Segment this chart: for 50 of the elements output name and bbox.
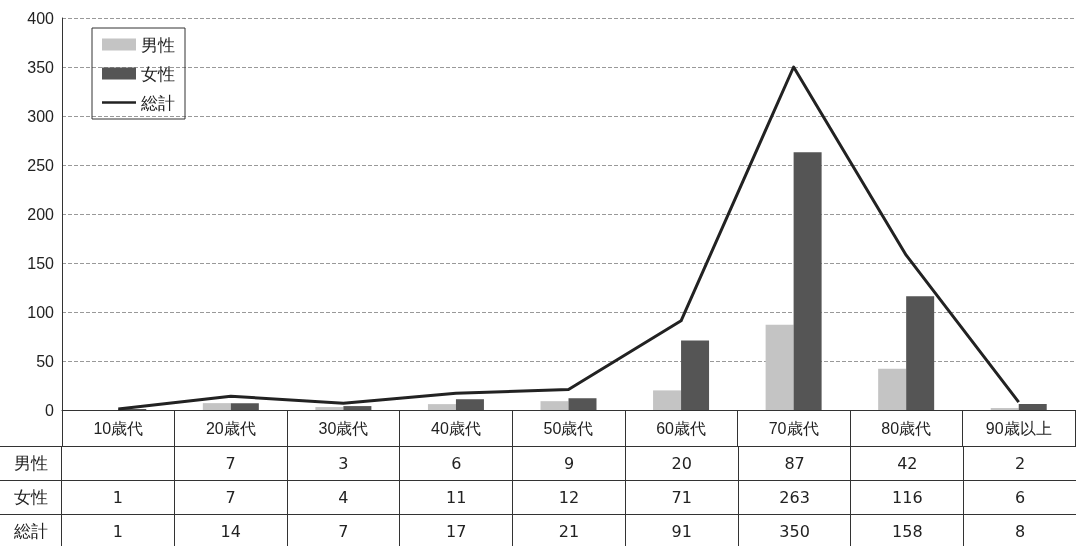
data-label: 71 (624, 481, 738, 514)
data-label: 1 (61, 515, 174, 546)
data-label: 87 (737, 447, 851, 480)
text: 女性 (13, 487, 48, 507)
data-label: 3 (286, 447, 400, 480)
data-label: 14 (173, 515, 287, 546)
text: 男性 (13, 453, 48, 473)
y-tick-label: 400 (27, 9, 55, 27)
x-tick-label: 40歳代 (431, 419, 481, 437)
data-label: 12 (512, 481, 625, 514)
data-label: 21 (512, 515, 625, 546)
data-label: 20 (624, 447, 738, 480)
y-tick-label: 0 (45, 401, 55, 419)
data-label: 8 (963, 515, 1076, 546)
text: 総計 (13, 521, 48, 541)
data-label: 42 (850, 447, 964, 480)
x-tick-label: 50歳代 (543, 419, 594, 437)
legend-label: 総計 (140, 92, 175, 113)
y-tick-label: 250 (27, 156, 55, 174)
data-label: 158 (850, 515, 964, 546)
x-tick-label: 90歳以上 (985, 419, 1052, 437)
x-tick-label: 30歳代 (318, 419, 369, 437)
data-label: 263 (737, 481, 851, 514)
data-label: 17 (399, 515, 513, 546)
data-label: 1 (61, 481, 174, 514)
data-label: 6 (963, 481, 1076, 514)
x-tick-label: 10歳代 (93, 419, 144, 437)
y-tick-label: 300 (27, 107, 55, 125)
y-tick-label: 350 (27, 58, 55, 76)
data-label: 2 (963, 447, 1076, 480)
x-tick-label: 70歳代 (768, 419, 819, 437)
data-label: 91 (624, 515, 738, 546)
legend-label: 女性 (141, 63, 175, 84)
y-tick-label: 150 (27, 254, 55, 272)
data-label: 7 (173, 481, 287, 514)
y-tick-label: 200 (27, 205, 55, 223)
legend-label: 男性 (141, 34, 175, 55)
data-label: 6 (399, 447, 513, 480)
data-label: 4 (286, 481, 400, 514)
data-label: 116 (850, 481, 964, 514)
data-label: 7 (173, 447, 287, 480)
data-label: 7 (286, 515, 400, 546)
y-tick-label: 50 (36, 352, 55, 370)
x-tick-label: 60歳代 (656, 419, 706, 437)
data-label: 11 (399, 481, 513, 514)
x-tick-label: 20歳代 (205, 419, 256, 437)
y-tick-label: 100 (27, 303, 55, 321)
data-label: 350 (737, 515, 851, 546)
x-tick-label: 80歳代 (881, 419, 932, 437)
data-label: 9 (512, 447, 625, 480)
